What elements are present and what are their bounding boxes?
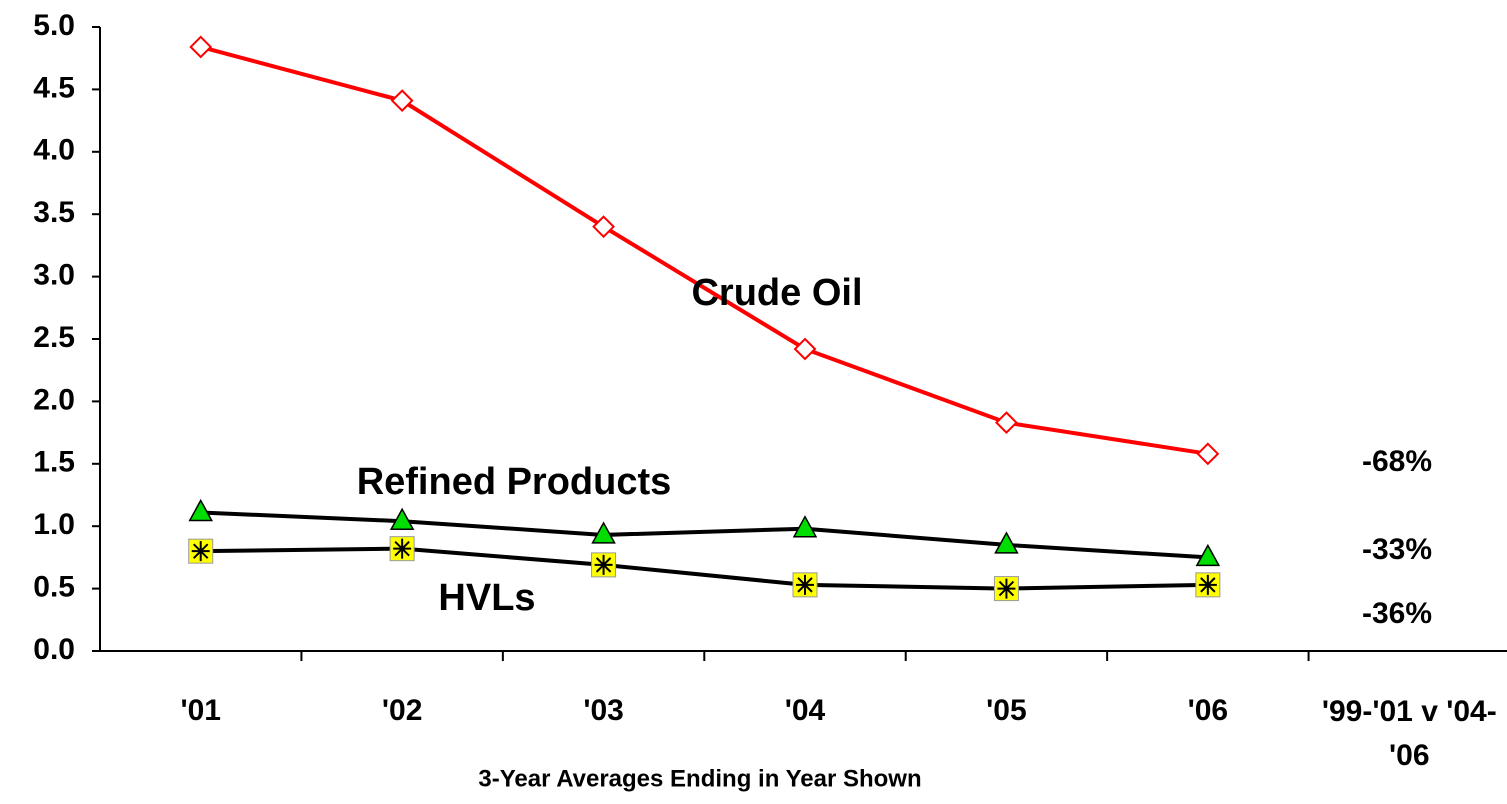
marker <box>591 521 616 544</box>
diamond <box>793 337 817 361</box>
x-tick-label: '05 <box>986 694 1027 727</box>
marker <box>592 215 615 239</box>
series-line <box>200 546 1208 591</box>
diamond <box>189 35 213 59</box>
diamond <box>390 89 414 113</box>
series-line <box>200 510 1208 560</box>
y-tick-label: 0.5 <box>33 571 75 604</box>
y-tick-label: 4.0 <box>33 134 75 167</box>
marker <box>995 411 1018 435</box>
triangle <box>591 521 616 544</box>
star <box>393 538 412 559</box>
y-tick-label: 1.0 <box>33 508 75 541</box>
star <box>997 578 1016 599</box>
triangle <box>1195 543 1221 567</box>
annotation: -36% <box>1362 597 1432 630</box>
x-axis-title: 3-Year Averages Ending in Year Shown <box>478 765 921 792</box>
y-tick-label: 2.5 <box>33 321 75 354</box>
marker <box>188 538 214 564</box>
x-tick-label: '06 <box>1188 694 1229 727</box>
marker <box>389 536 415 562</box>
marker <box>188 498 213 522</box>
y-tick-label: 0.0 <box>33 633 75 666</box>
star <box>594 554 613 575</box>
triangle <box>994 531 1019 554</box>
marker <box>793 337 817 361</box>
triangle <box>389 507 415 530</box>
marker <box>1196 442 1220 466</box>
marker <box>993 576 1019 602</box>
x-tick-label: '04 <box>785 694 826 727</box>
triangle <box>188 498 213 522</box>
diamond <box>995 411 1018 435</box>
triangle <box>792 515 818 538</box>
series-label: Crude Oil <box>691 272 862 314</box>
y-tick-label: 5.0 <box>33 9 75 42</box>
marker <box>591 552 617 578</box>
annotation: -68% <box>1362 445 1432 478</box>
marker <box>792 572 818 598</box>
marker <box>994 531 1019 554</box>
diamond <box>592 215 615 239</box>
star <box>796 574 814 595</box>
x-tick-label: '03 <box>583 694 624 727</box>
marker <box>1195 543 1221 567</box>
star <box>1198 574 1217 595</box>
y-tick-label: 3.0 <box>33 259 75 292</box>
y-tick-label: 2.0 <box>33 383 75 416</box>
y-tick-label: 1.5 <box>33 446 75 479</box>
y-tick-label: 3.5 <box>33 196 75 229</box>
series-line <box>200 45 1209 456</box>
marker <box>189 35 213 59</box>
marker <box>1195 572 1221 598</box>
y-tick-label: 4.5 <box>33 71 75 104</box>
x-tick-label: '01 <box>180 694 221 727</box>
marker <box>792 515 818 538</box>
x-tick-label: '02 <box>382 694 423 727</box>
annotation: -33% <box>1362 533 1432 566</box>
marker <box>390 89 414 113</box>
series-label: Refined Products <box>357 461 672 503</box>
diamond <box>1196 442 1220 466</box>
series-label: HVLs <box>438 577 535 619</box>
x-tick-label: '99-'01 v '04-'06 <box>1321 695 1497 772</box>
star <box>191 541 210 562</box>
marker <box>389 507 415 530</box>
